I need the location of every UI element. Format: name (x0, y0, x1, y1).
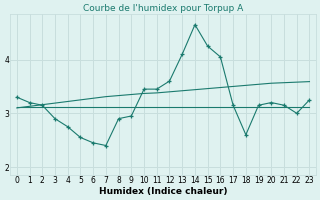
X-axis label: Humidex (Indice chaleur): Humidex (Indice chaleur) (99, 187, 228, 196)
Title: Courbe de l'humidex pour Torpup A: Courbe de l'humidex pour Torpup A (83, 4, 243, 13)
